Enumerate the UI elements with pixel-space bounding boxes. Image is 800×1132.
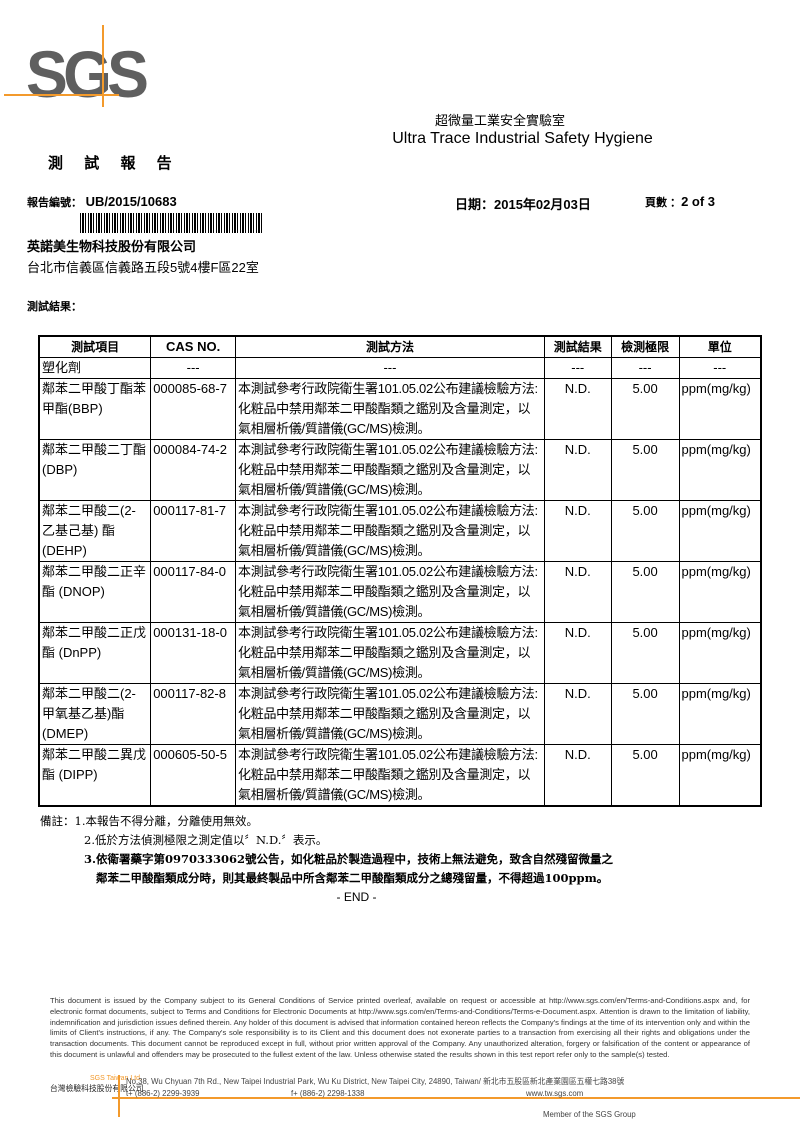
item-name: 鄰苯二甲酸二(2-甲氧基乙基)酯 (DMEP)	[38, 683, 152, 745]
end-marker: - END -	[336, 890, 377, 904]
table-row: 鄰苯二甲酸丁酯苯甲酯(BBP) 000085-68-7 本測試參考行政院衛生署101…	[38, 378, 762, 440]
category-cell: ---	[678, 357, 762, 379]
test-method: 本測試參考行政院衛生署101.05.02公布建議檢驗方法:化粧品中禁用鄰苯二甲酸…	[235, 561, 545, 623]
header-item: 測試項目	[38, 335, 152, 358]
table-row: 鄰苯二甲酸二(2-甲氧基乙基)酯 (DMEP) 000117-82-8 本測試參考行…	[38, 683, 762, 745]
e-document-terms-link[interactable]: http://www.sgs.com/en/Terms-and-Conditio…	[358, 1006, 598, 1016]
report-title: 測 試 報 告	[48, 154, 180, 172]
terms-link[interactable]: http://www.sgs.com/en/Terms-and-Conditio…	[548, 996, 720, 1005]
detection-limit: 5.00	[610, 500, 680, 562]
results-label: 測試結果：	[27, 300, 82, 313]
unit: ppm(mg/kg)	[678, 622, 762, 684]
lab-name-en: Ultra Trace Industrial Safety Hygiene	[392, 130, 653, 147]
category-name: 塑化劑	[38, 357, 152, 379]
item-name: 鄰苯二甲酸二(2-乙基己基) 酯 (DEHP)	[38, 500, 152, 562]
item-name: 鄰苯二甲酸丁酯苯甲酯(BBP)	[38, 378, 152, 440]
cas-number: 000117-82-8	[150, 683, 237, 745]
page-number: 頁數 ：2 of 3	[645, 194, 716, 209]
cas-number: 000605-50-5	[150, 744, 237, 807]
category-cell: ---	[150, 357, 237, 379]
footer-member: Member of the SGS Group	[543, 1110, 636, 1119]
note-3: 3.依衛署藥字第0970333062號公告，如化粧品於製造過程中，技術上無法避免…	[84, 852, 614, 866]
category-cell: ---	[610, 357, 680, 379]
test-result: N.D.	[543, 500, 612, 562]
test-result: N.D.	[543, 744, 612, 807]
detection-limit: 5.00	[610, 439, 680, 501]
test-method: 本測試參考行政院衛生署101.05.02公布建議檢驗方法:化粧品中禁用鄰苯二甲酸…	[235, 744, 545, 807]
notes-label: 備註：	[40, 814, 75, 828]
cas-number: 000084-74-2	[150, 439, 237, 501]
footer-company-en: SGS Taiwan Ltd.	[90, 1075, 143, 1082]
unit: ppm(mg/kg)	[678, 744, 762, 807]
note-1: 1.本報告不得分離，分離使用無效。	[74, 814, 258, 828]
barcode	[80, 213, 264, 233]
table-row: 鄰苯二甲酸二正戊酯 (DnPP) 000131-18-0 本測試參考行政院衛生署10…	[38, 622, 762, 684]
table-row: 鄰苯二甲酸二(2-乙基己基) 酯 (DEHP) 000117-81-7 本測試參考行…	[38, 500, 762, 562]
test-method: 本測試參考行政院衛生署101.05.02公布建議檢驗方法:化粧品中禁用鄰苯二甲酸…	[235, 439, 545, 501]
unit: ppm(mg/kg)	[678, 378, 762, 440]
item-name: 鄰苯二甲酸二丁酯 (DBP)	[38, 439, 152, 501]
header-result: 測試結果	[543, 335, 612, 358]
test-method: 本測試參考行政院衛生署101.05.02公布建議檢驗方法:化粧品中禁用鄰苯二甲酸…	[235, 500, 545, 562]
table-header-row: 測試項目 CAS NO. 測試方法 測試結果 檢測極限 單位	[38, 335, 762, 358]
logo-divider	[4, 94, 119, 96]
footer-divider-vertical	[118, 1075, 120, 1117]
notes: 備註：1.本報告不得分離，分離使用無效。 2.低於方法偵測極限之測定值以〞N.D…	[40, 812, 613, 907]
note-3-cont: 鄰苯二甲酸酯類成分時，則其最終製品中所含鄰苯二甲酸酯類成分之總殘留量，不得超過1…	[96, 871, 609, 885]
table-row: 鄰苯二甲酸二異戊酯 (DIPP) 000605-50-5 本測試參考行政院衛生署10…	[38, 744, 762, 807]
sgs-logo: SGS	[26, 37, 149, 111]
cas-number: 000117-84-0	[150, 561, 237, 623]
test-result: N.D.	[543, 378, 612, 440]
detection-limit: 5.00	[610, 622, 680, 684]
test-result: N.D.	[543, 683, 612, 745]
detection-limit: 5.00	[610, 561, 680, 623]
test-method: 本測試參考行政院衛生署101.05.02公布建議檢驗方法:化粧品中禁用鄰苯二甲酸…	[235, 378, 545, 440]
client-name: 英諾美生物科技股份有限公司	[27, 239, 197, 254]
test-method: 本測試參考行政院衛生署101.05.02公布建議檢驗方法:化粧品中禁用鄰苯二甲酸…	[235, 622, 545, 684]
test-result: N.D.	[543, 622, 612, 684]
test-method: 本測試參考行政院衛生署101.05.02公布建議檢驗方法:化粧品中禁用鄰苯二甲酸…	[235, 683, 545, 745]
category-cell: ---	[543, 357, 612, 379]
report-date: 日期：2015年02月03日	[455, 197, 591, 212]
results-table: 測試項目 CAS NO. 測試方法 測試結果 檢測極限 單位 塑化劑 --- -…	[38, 335, 762, 807]
item-name: 鄰苯二甲酸二正辛酯 (DNOP)	[38, 561, 152, 623]
footer-address: No.38, Wu Chyuan 7th Rd., New Taipei Ind…	[126, 1077, 625, 1086]
unit: ppm(mg/kg)	[678, 500, 762, 562]
header-limit: 檢測極限	[610, 335, 680, 358]
footer-fax: f+ (886-2) 2298-1338	[291, 1089, 365, 1098]
test-result: N.D.	[543, 561, 612, 623]
lab-name-cn: 超微量工業安全實驗室	[434, 114, 565, 129]
header-cas: CAS NO.	[150, 335, 237, 358]
footer-company-cn: 台灣檢驗科技股份有限公司	[50, 1084, 144, 1093]
unit: ppm(mg/kg)	[678, 439, 762, 501]
header-unit: 單位	[678, 335, 762, 358]
logo-divider-vertical	[102, 25, 104, 107]
detection-limit: 5.00	[610, 683, 680, 745]
note-2: 2.低於方法偵測極限之測定值以〞N.D.〞表示。	[84, 833, 328, 847]
table-row: 鄰苯二甲酸二丁酯 (DBP) 000084-74-2 本測試參考行政院衛生署101.…	[38, 439, 762, 501]
category-row: 塑化劑 --- --- --- --- ---	[38, 357, 762, 379]
test-result: N.D.	[543, 439, 612, 501]
cas-number: 000085-68-7	[150, 378, 237, 440]
footer-divider	[112, 1097, 800, 1099]
disclaimer: This document is issued by the Company s…	[50, 996, 751, 1059]
cas-number: 000117-81-7	[150, 500, 237, 562]
client-address: 台北市信義區信義路五段5號4樓F區22室	[27, 260, 259, 275]
report-number: 報告編號： UB/2015/10683	[27, 194, 177, 209]
detection-limit: 5.00	[610, 378, 680, 440]
cas-number: 000131-18-0	[150, 622, 237, 684]
category-cell: ---	[235, 357, 545, 379]
item-name: 鄰苯二甲酸二異戊酯 (DIPP)	[38, 744, 152, 807]
item-name: 鄰苯二甲酸二正戊酯 (DnPP)	[38, 622, 152, 684]
table-row: 鄰苯二甲酸二正辛酯 (DNOP) 000117-84-0 本測試參考行政院衛生署10…	[38, 561, 762, 623]
footer-website[interactable]: www.tw.sgs.com	[526, 1089, 584, 1098]
unit: ppm(mg/kg)	[678, 683, 762, 745]
header-method: 測試方法	[235, 335, 545, 358]
footer-tel: t+ (886-2) 2299-3939	[126, 1089, 200, 1098]
detection-limit: 5.00	[610, 744, 680, 807]
unit: ppm(mg/kg)	[678, 561, 762, 623]
